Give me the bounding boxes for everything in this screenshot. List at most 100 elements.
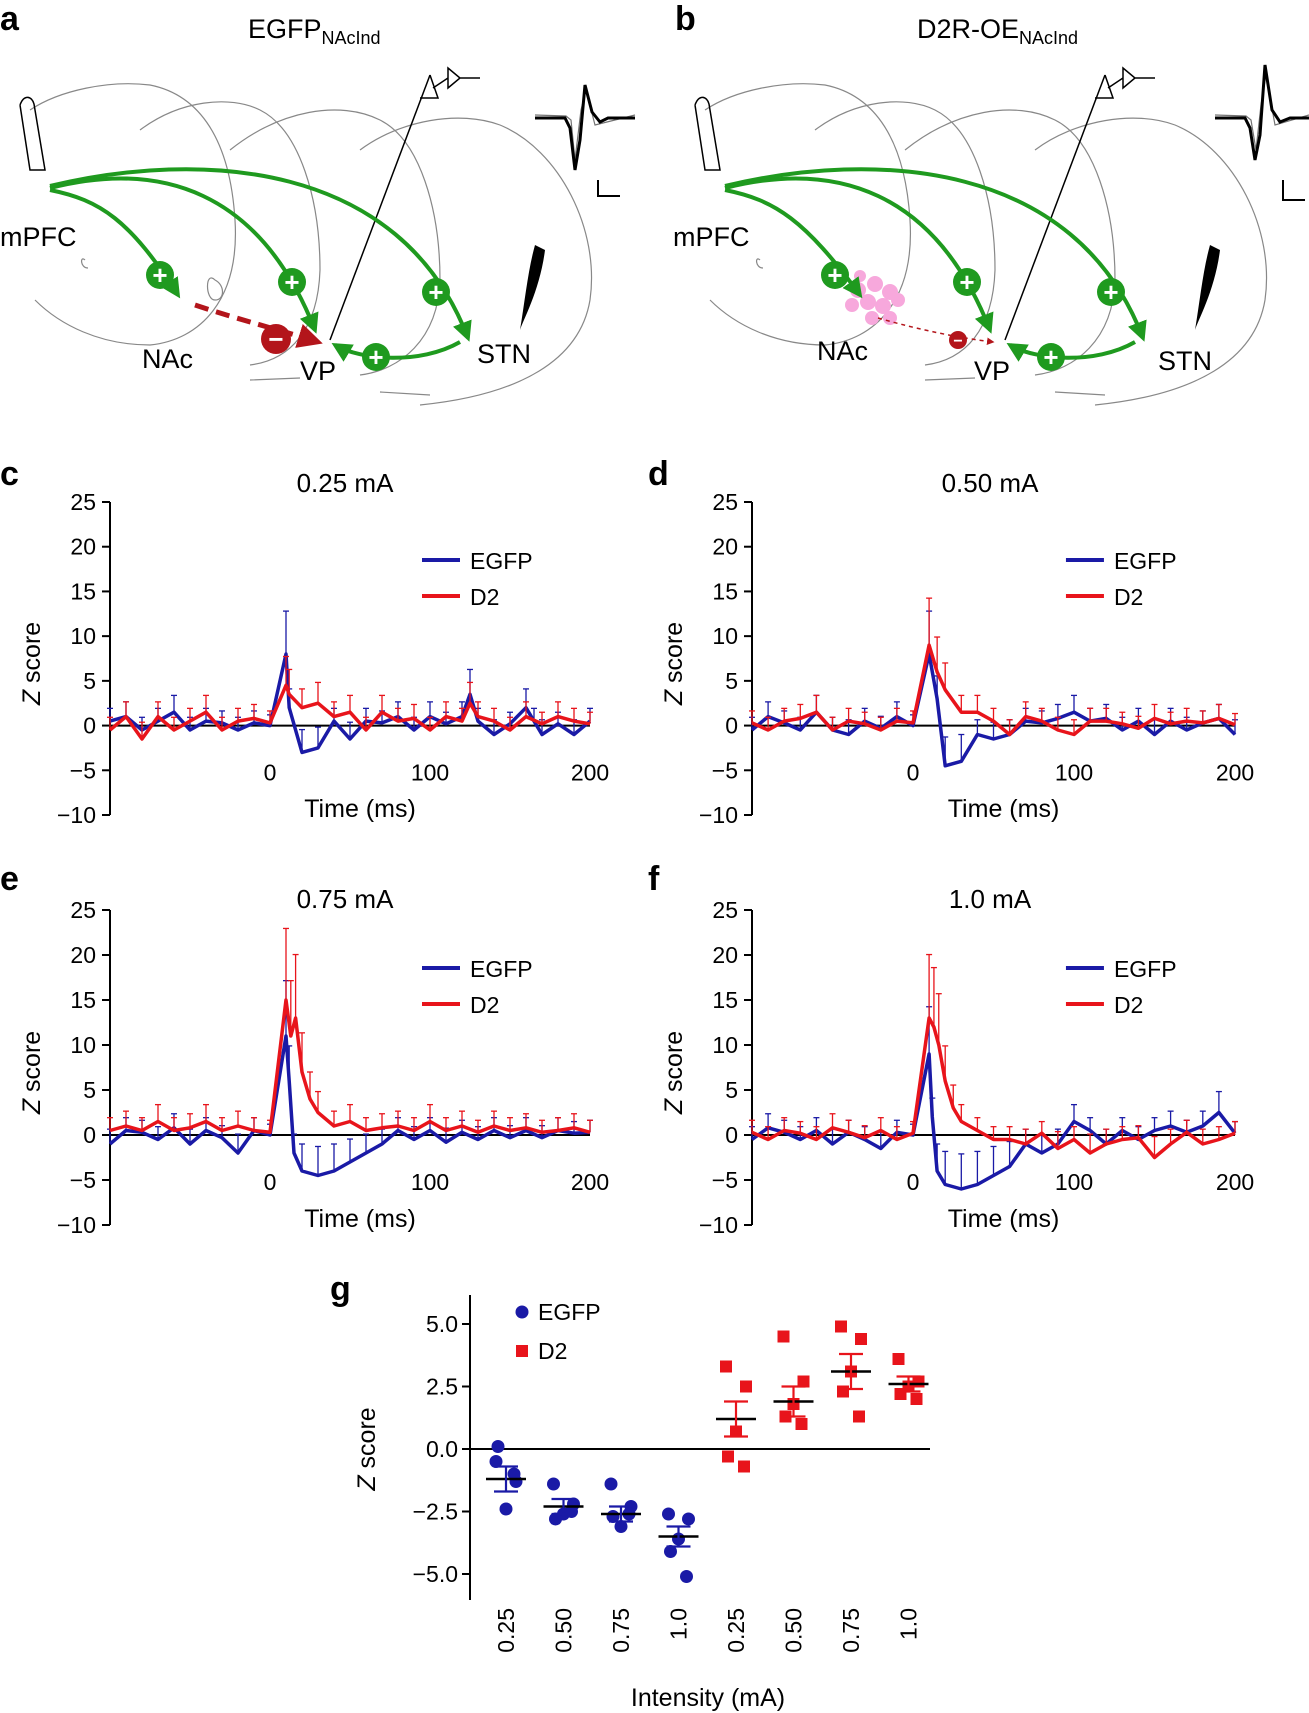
panel-a-title: EGFPNAcInd <box>248 14 381 48</box>
y-tick-label: 5 <box>725 668 738 694</box>
data-point-d2 <box>797 1375 810 1388</box>
x-axis-label: Time (ms) <box>948 795 1060 823</box>
x-tick-label: 100 <box>1055 759 1093 785</box>
legend-label-d2: D2 <box>538 1338 567 1364</box>
y-tick-label: 20 <box>70 534 96 560</box>
legend-label-egfp: EGFP <box>1114 548 1177 574</box>
legend-label-d2: D2 <box>470 992 499 1018</box>
electrode-icon <box>19 96 46 171</box>
y-tick-label: 0 <box>83 1122 96 1148</box>
y-tick-label: −5 <box>70 757 96 783</box>
inhibitory-pathway-b <box>877 317 995 346</box>
y-tick-label: −5.0 <box>413 1561 458 1587</box>
series-line-egfp <box>750 652 1237 768</box>
x-tick-label: 200 <box>1216 759 1254 785</box>
data-point-d2 <box>722 1450 734 1463</box>
minus-badge <box>261 324 291 354</box>
data-point-egfp <box>664 1545 677 1558</box>
y-tick-label: −10 <box>57 1212 96 1238</box>
y-axis-label: Z score <box>18 622 46 706</box>
panel-label-c: c <box>0 455 19 493</box>
inhibitory-pathway-a <box>194 302 323 348</box>
y-tick-label: 25 <box>712 897 738 923</box>
y-tick-label: −5 <box>712 757 738 783</box>
data-point-d2 <box>853 1410 865 1423</box>
series-line-egfp <box>750 1052 1237 1191</box>
pathway-arrows-b <box>724 167 1147 362</box>
y-tick-label: 10 <box>712 1032 738 1058</box>
data-point-egfp <box>507 1467 521 1481</box>
y-tick-label: 25 <box>70 489 96 515</box>
y-axis-label: Z score <box>18 1031 46 1115</box>
chart-panel-d: 0.50 mA −10 −5 0 5 10 15 20 25 0 100 200 Time (ms) Z … <box>660 468 1254 828</box>
x-axis-label: Time (ms) <box>948 1205 1060 1233</box>
plus-badge <box>1097 278 1125 306</box>
panel-b-title: D2R-OENAcInd <box>917 14 1078 48</box>
y-tick-label: 2.5 <box>426 1374 458 1400</box>
data-point-egfp <box>499 1502 513 1516</box>
plus-badge <box>821 261 849 289</box>
minus-badge-sign: − <box>268 324 283 354</box>
data-point-egfp <box>662 1507 675 1521</box>
legend-marker-d2 <box>516 1345 528 1357</box>
legend-label-d2: D2 <box>1114 992 1143 1018</box>
y-tick-label: 5 <box>83 1077 96 1103</box>
spike-waveform <box>534 84 636 197</box>
x-tick-label: 0 <box>264 759 277 785</box>
x-tick-label: 0.50 <box>781 1608 807 1653</box>
y-tick-label: 0.0 <box>426 1436 458 1462</box>
data-point-d2 <box>740 1380 752 1393</box>
brain-slices <box>29 83 593 406</box>
data-point-d2 <box>720 1360 732 1373</box>
chart-panel-c: 0.25 mA −10 −5 0 5 10 15 20 25 0 100 200 Time (ms) Z … <box>18 468 609 828</box>
x-tick-label: 1.0 <box>666 1608 692 1640</box>
plus-badge-sign: + <box>152 260 167 290</box>
pathway-arrows-a <box>49 167 472 362</box>
x-tick-label: 200 <box>571 1169 609 1195</box>
series-line-d2 <box>108 683 591 741</box>
panel-label-b: b <box>675 0 696 38</box>
y-tick-label: 5 <box>83 668 96 694</box>
data-point-d2 <box>910 1393 923 1405</box>
x-tick-label: 0 <box>264 1169 277 1195</box>
plus-badge-sign: + <box>1103 277 1118 307</box>
region-label-mpfc: mPFC <box>0 222 77 252</box>
amplifier-icon <box>1095 66 1155 99</box>
y-tick-label: 15 <box>70 987 96 1013</box>
data-point-d2 <box>835 1320 847 1333</box>
x-tick-label: 100 <box>1055 1169 1093 1195</box>
x-tick-label: 0.75 <box>838 1608 864 1653</box>
region-label-mpfc: mPFC <box>673 222 750 252</box>
y-tick-label: 20 <box>70 942 96 968</box>
stn-structure <box>520 245 545 330</box>
data-point-d2 <box>837 1385 849 1398</box>
legend-marker-egfp <box>515 1305 529 1319</box>
y-axis-label: Z score <box>660 622 688 706</box>
plus-badge-sign: + <box>827 260 842 290</box>
region-label-nac: NAc <box>817 336 868 366</box>
recording-electrode <box>329 74 431 341</box>
x-tick-label: 0.75 <box>608 1608 634 1653</box>
data-point-d2 <box>795 1418 808 1430</box>
data-point-egfp <box>604 1477 618 1491</box>
chart-panel-g: −5.0 −2.5 0.0 2.5 5.0 Z score 0.25 0.50 0.75 1.0 0… <box>353 1295 930 1712</box>
plus-badges-a: + + + + − <box>146 260 450 372</box>
series-line-d2 <box>109 998 591 1135</box>
x-tick-label: 0.25 <box>493 1608 519 1653</box>
y-tick-label: 15 <box>70 578 96 604</box>
brain-slices <box>704 83 1268 406</box>
plus-badge-sign: + <box>428 277 443 307</box>
y-tick-label: −2.5 <box>413 1499 458 1525</box>
y-tick-label: 20 <box>712 534 738 560</box>
y-tick-label: −10 <box>57 802 96 828</box>
panel-a: a EGFPNAcInd + <box>0 0 636 406</box>
data-point-egfp <box>682 1512 695 1526</box>
x-tick-label: 100 <box>411 1169 449 1195</box>
x-tick-label: 1.0 <box>896 1608 922 1640</box>
y-tick-label: −10 <box>699 802 738 828</box>
y-tick-label: 0 <box>83 713 96 739</box>
y-axis-label: Z score <box>353 1407 381 1491</box>
y-tick-label: 10 <box>712 623 738 649</box>
x-tick-label: 200 <box>1216 1169 1254 1195</box>
y-tick-label: 10 <box>70 623 96 649</box>
